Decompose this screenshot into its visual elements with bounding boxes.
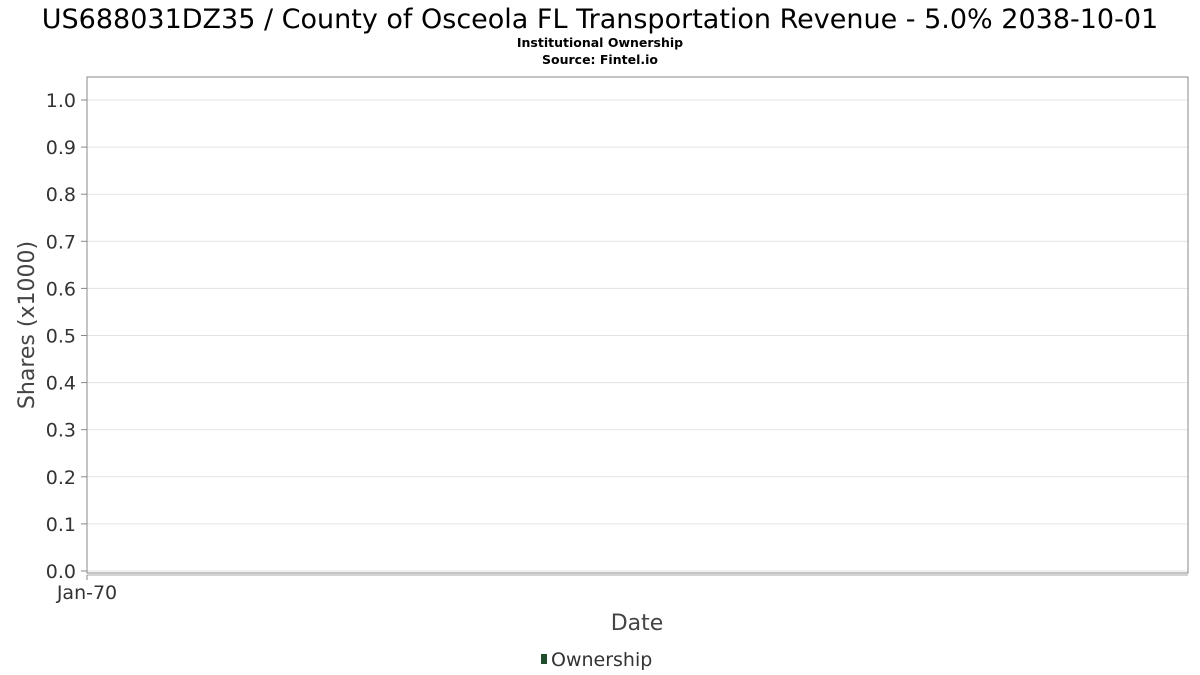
chart-source: Source: Fintel.io: [542, 52, 658, 67]
legend: Ownership: [541, 649, 652, 671]
x-tick-label: Jan-70: [56, 582, 117, 604]
y-tick-label: 0.0: [46, 561, 76, 583]
chart-title: US688031DZ35 / County of Osceola FL Tran…: [42, 4, 1158, 35]
y-tick-label: 0.1: [46, 514, 76, 536]
y-tick-label: 0.2: [46, 467, 76, 489]
legend-label-ownership: Ownership: [551, 649, 652, 671]
y-tick-label: 0.4: [46, 373, 76, 395]
y-tick-label: 0.8: [46, 184, 76, 206]
y-tick-label: 0.7: [46, 231, 76, 253]
y-tick-label: 1.0: [46, 90, 76, 112]
x-axis-ticks: Jan-70: [56, 575, 117, 604]
legend-swatch-ownership: [541, 654, 547, 664]
chart-subtitle: Institutional Ownership: [517, 35, 683, 50]
y-tick-label: 0.6: [46, 278, 76, 300]
x-axis-label: Date: [611, 611, 664, 636]
gridlines: [87, 99, 1188, 572]
y-tick-label: 0.5: [46, 326, 76, 348]
plot-area: [86, 76, 1189, 574]
y-axis-label: Shares (x1000): [15, 241, 40, 409]
y-tick-label: 0.9: [46, 137, 76, 159]
y-axis-ticks: 0.0 0.1 0.2 0.3 0.4 0.5 0.6 0.7 0.8 0.9 1.0: [46, 90, 87, 583]
y-tick-label: 0.3: [46, 420, 76, 442]
